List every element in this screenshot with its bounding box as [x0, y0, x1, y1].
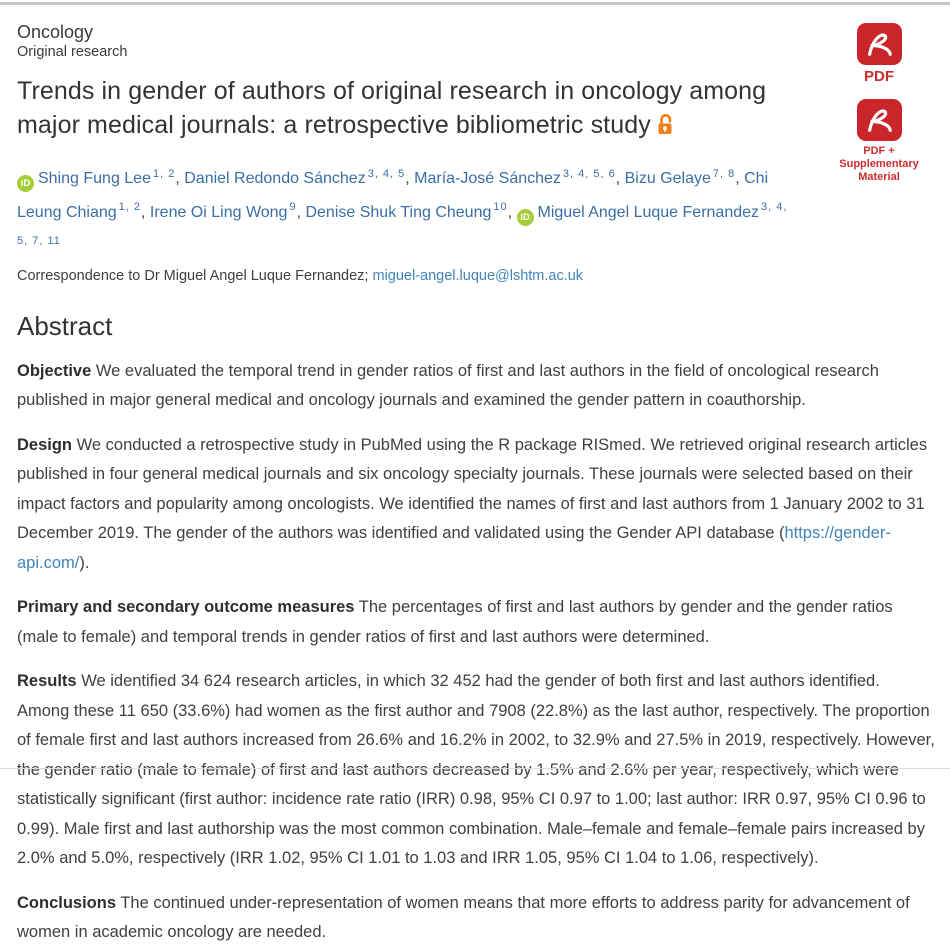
article-type-label: Original research	[17, 44, 128, 60]
author-name-link[interactable]: Bizu Gelaye	[624, 170, 711, 188]
open-access-icon	[657, 110, 674, 144]
author-affiliation-numbers: 1, 2	[152, 168, 176, 180]
pdf-download-button[interactable]: PDF	[856, 23, 902, 85]
author-entry: Daniel Redondo Sánchez 3, 4, 5,	[184, 168, 415, 188]
abstract-section-text: We conducted a retrospective study in Pu…	[17, 435, 928, 572]
pdf-supplementary-label: PDF + Supplementary Material	[839, 145, 919, 183]
author-name-link[interactable]: Chi Leung Chiang	[17, 170, 769, 221]
author-entry: Chi Leung Chiang 1, 2,	[17, 170, 769, 221]
author-name-link[interactable]: Miguel Angel Luque Fernandez	[537, 203, 760, 221]
gender-api-link[interactable]: https://gender-api.com/	[17, 524, 891, 572]
author-name-link[interactable]: Denise Shuk Ting Cheung	[305, 203, 492, 221]
abstract-paragraph: Design We conducted a retrospective stud…	[17, 431, 935, 579]
abstract-section-text: The percentages of first and last author…	[17, 598, 893, 646]
abstract-section-text: We evaluated the temporal trend in gende…	[17, 361, 879, 410]
abstract-heading: Abstract	[17, 310, 113, 341]
author-affiliation-numbers: 10	[493, 201, 508, 214]
article-title: Trends in gender of authors of original …	[17, 74, 777, 144]
author-affiliation-numbers: 3, 4, 5, 7, 11	[17, 201, 788, 247]
author-affiliation-numbers: 9	[289, 201, 297, 214]
abstract-section-text: We identified 34 624 research articles, …	[17, 672, 935, 868]
author-entry: Bizu Gelaye 7, 8,	[624, 168, 745, 188]
abstract-section-label: Conclusions	[17, 893, 117, 912]
author-affiliation-numbers: 3, 4, 5	[367, 168, 406, 180]
pdf-icon	[856, 23, 902, 65]
abstract-paragraph: Objective We evaluated the temporal tren…	[17, 357, 935, 416]
download-column: PDF PDF + Supplementary Material	[823, 21, 935, 284]
abstract-section-label: Results	[17, 672, 77, 691]
author-entry: iD Miguel Angel Luque Fernandez 3, 4, 5, 7…	[17, 201, 788, 254]
orcid-icon[interactable]: iD	[516, 208, 534, 226]
abstract-section-label: Design	[17, 435, 73, 454]
abstract-paragraph: Primary and secondary outcome measures T…	[17, 593, 935, 652]
author-entry: María-José Sánchez 3, 4, 5, 6,	[414, 168, 625, 188]
journal-section-label: Oncology	[17, 22, 94, 42]
author-entry: iD Shing Fung Lee 1, 2,	[17, 168, 184, 193]
author-entry: Irene Oi Ling Wong 9,	[149, 201, 306, 221]
correspondence-text: Correspondence to Dr Miguel Angel Luque …	[17, 267, 369, 284]
orcid-icon[interactable]: iD	[17, 175, 34, 193]
abstract-body: Objective We evaluated the temporal tren…	[17, 357, 935, 948]
author-name-link[interactable]: Irene Oi Ling Wong	[149, 203, 288, 221]
abstract-paragraph: Results We identified 34 624 research ar…	[17, 667, 935, 874]
abstract-section-label: Objective	[17, 361, 92, 380]
top-divider	[0, 2, 950, 5]
author-name-link[interactable]: María-José Sánchez	[414, 170, 561, 188]
author-affiliation-numbers: 3, 4, 5, 6	[562, 168, 616, 180]
author-name-link[interactable]: Shing Fung Lee	[38, 170, 151, 188]
abstract-section-label: Primary and secondary outcome measures	[17, 598, 355, 617]
author-list: iD Shing Fung Lee 1, 2, Daniel Redondo Sán…	[17, 160, 795, 260]
article-header-page: Oncology Original research Trends in gen…	[0, 5, 950, 948]
correspondence-email-link[interactable]: miguel-angel.luque@lshtm.ac.uk	[372, 267, 584, 284]
author-name-link[interactable]: Daniel Redondo Sánchez	[184, 170, 366, 188]
pdf-label: PDF	[864, 68, 894, 85]
pdf-supplementary-icon	[856, 99, 902, 141]
pdf-supplementary-download-button[interactable]: PDF + Supplementary Material	[829, 99, 929, 184]
author-entry: Denise Shuk Ting Cheung 10,	[305, 201, 517, 221]
abstract-section-text: The continued under-representation of wo…	[17, 893, 910, 942]
correspondence-line: Correspondence to Dr Miguel Angel Luque …	[17, 268, 795, 284]
author-affiliation-numbers: 1, 2	[118, 201, 141, 214]
abstract-paragraph: Conclusions The continued under-represen…	[17, 889, 935, 948]
author-affiliation-numbers: 7, 8	[712, 168, 736, 180]
